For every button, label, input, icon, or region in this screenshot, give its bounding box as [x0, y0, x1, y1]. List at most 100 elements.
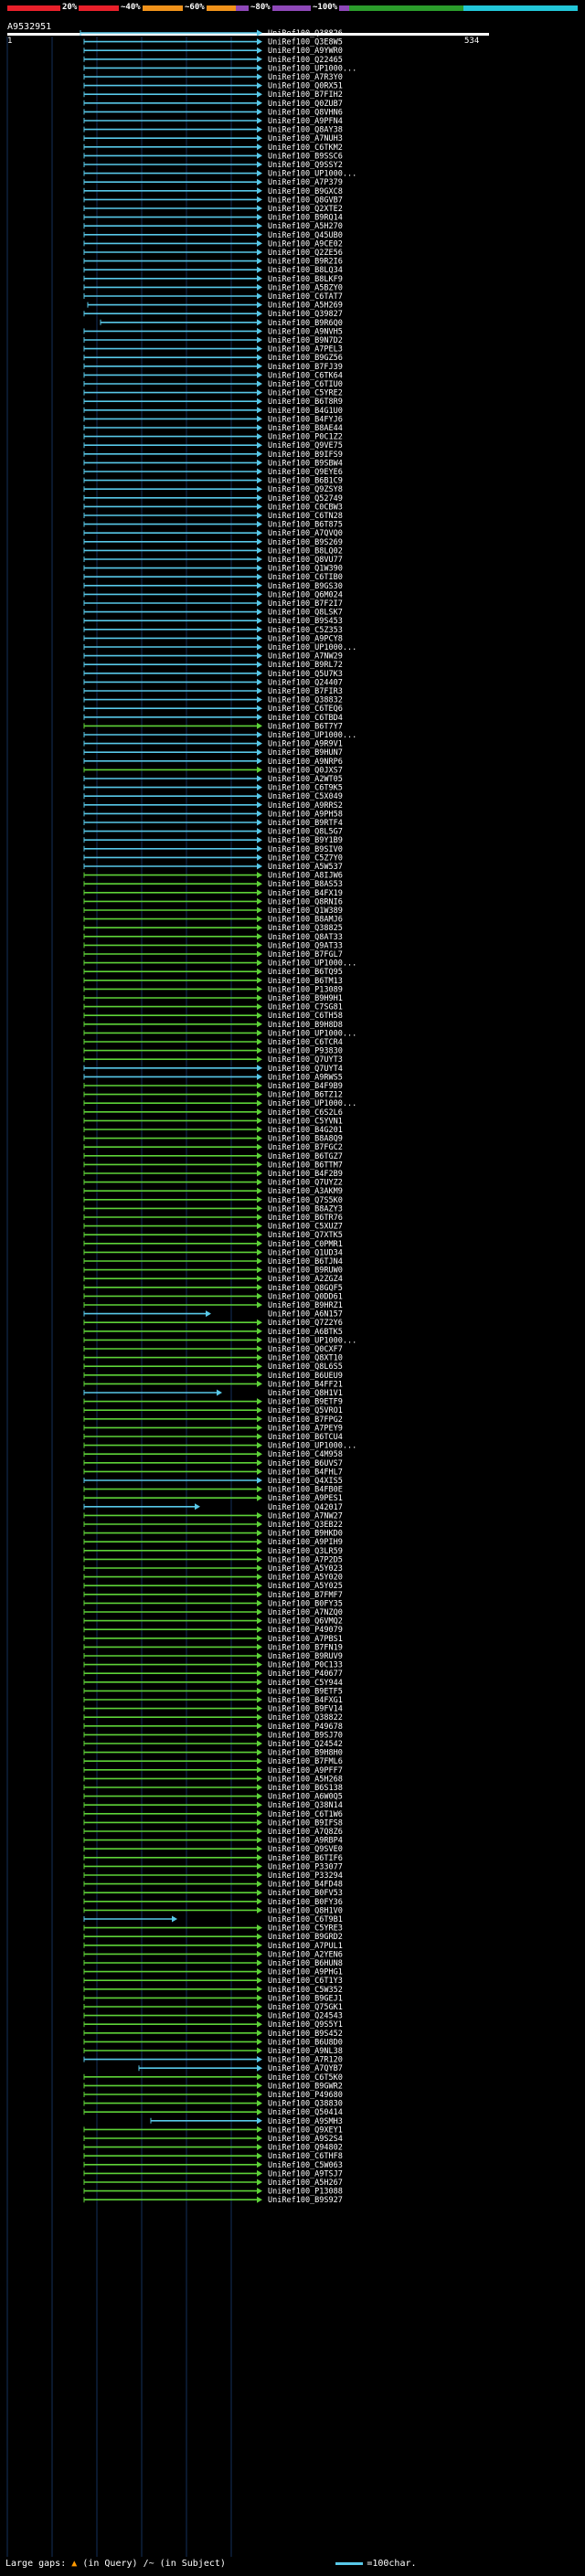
hit-label[interactable]: UniRef100_C5YRE3	[268, 1924, 343, 1934]
hit-label[interactable]: UniRef100_C0PMR1	[268, 1240, 343, 1249]
hit-label[interactable]: UniRef100_B4F9B9	[268, 1082, 343, 1091]
hit-label[interactable]: UniRef100_Q7Z2Y6	[268, 1319, 343, 1328]
hit-row[interactable]: UniRef100_A9RWS5	[83, 1073, 343, 1082]
hit-row[interactable]: UniRef100_Q9SVE0	[83, 1845, 343, 1854]
hit-label[interactable]: UniRef100_Q7UYT3	[268, 1055, 343, 1065]
hit-label[interactable]: UniRef100_C4M958	[268, 1450, 343, 1459]
hit-label[interactable]: UniRef100_P13089	[268, 985, 343, 994]
hit-label[interactable]: UniRef100_A5H268	[268, 1775, 343, 1784]
hit-label[interactable]: UniRef100_Q1UD34	[268, 1248, 343, 1257]
hit-label[interactable]: UniRef100_Q9SVE0	[268, 1845, 343, 1854]
hit-label[interactable]: UniRef100_Q9EYE6	[268, 468, 343, 477]
hit-row[interactable]: UniRef100_Q8L5G7	[83, 828, 343, 837]
hit-row[interactable]: UniRef100_B6UEU9	[83, 1372, 343, 1381]
hit-label[interactable]: UniRef100_B9S452	[268, 2030, 343, 2039]
hit-row[interactable]: UniRef100_C6TCR4	[83, 1038, 343, 1047]
hit-label[interactable]: UniRef100_C0CBW3	[268, 503, 343, 512]
hit-row[interactable]: UniRef100_Q38830	[83, 2100, 343, 2109]
hit-row[interactable]: UniRef100_Q1UD34	[83, 1248, 343, 1257]
hit-label[interactable]: UniRef100_B6U8D0	[268, 2038, 343, 2047]
hit-label[interactable]: UniRef100_Q9S5Y1	[268, 2020, 343, 2030]
hit-row[interactable]: UniRef100_Q45UB0	[83, 231, 343, 240]
hit-label[interactable]: UniRef100_UP1000...	[268, 1029, 356, 1038]
hit-row[interactable]: UniRef100_B6S138	[83, 1784, 343, 1793]
hit-label[interactable]: UniRef100_B4FYJ6	[268, 415, 343, 424]
hit-row[interactable]: UniRef100_Q1W389	[83, 906, 343, 916]
hit-row[interactable]: UniRef100_B4FXG1	[83, 1696, 343, 1705]
hit-row[interactable]: UniRef100_B9ETF9	[83, 1398, 343, 1407]
hit-row[interactable]: UniRef100_UP1000...	[83, 731, 356, 740]
hit-row[interactable]: UniRef100_B8AS53	[83, 880, 343, 889]
hit-row[interactable]: UniRef100_A2YEN6	[83, 1950, 343, 1959]
hit-label[interactable]: UniRef100_UP1000...	[268, 1099, 356, 1108]
hit-label[interactable]: UniRef100_B6S138	[268, 1784, 343, 1793]
hit-label[interactable]: UniRef100_B7FMF7	[268, 1591, 343, 1600]
hit-row[interactable]: UniRef100_C6T1Y3	[83, 1977, 343, 1986]
hit-label[interactable]: UniRef100_Q9VE75	[268, 441, 343, 451]
hit-row[interactable]: UniRef100_C5Y944	[83, 1679, 343, 1688]
hit-label[interactable]: UniRef100_B0FY36	[268, 1898, 343, 1907]
hit-label[interactable]: UniRef100_Q3E8W5	[268, 38, 343, 48]
hit-row[interactable]: UniRef100_A9PFF7	[83, 1766, 343, 1776]
hit-label[interactable]: UniRef100_B9Y1B9	[268, 836, 343, 845]
hit-label[interactable]: UniRef100_A7QVQ0	[268, 529, 343, 538]
hit-label[interactable]: UniRef100_C5YRE2	[268, 389, 343, 398]
hit-row[interactable]: UniRef100_B6TM13	[83, 977, 343, 986]
hit-row[interactable]: UniRef100_Q7UYT3	[83, 1055, 343, 1065]
hit-label[interactable]: UniRef100_B4G201	[268, 1126, 343, 1135]
hit-label[interactable]: UniRef100_A9CE02	[268, 239, 343, 249]
hit-row[interactable]: UniRef100_Q9ZSY8	[83, 485, 343, 494]
hit-label[interactable]: UniRef100_Q8LSK7	[268, 609, 343, 618]
hit-row[interactable]: UniRef100_Q6VMQ2	[83, 1617, 343, 1627]
hit-row[interactable]: UniRef100_Q8H1V1	[83, 1389, 343, 1398]
hit-row[interactable]: UniRef100_P33077	[83, 1862, 343, 1871]
hit-label[interactable]: UniRef100_C6T9K5	[268, 784, 343, 793]
hit-row[interactable]: UniRef100_B6U8D0	[83, 2038, 343, 2047]
hit-row[interactable]: UniRef100_Q8VU77	[83, 556, 343, 565]
hit-row[interactable]: UniRef100_Q7S5K0	[83, 1196, 343, 1205]
hit-label[interactable]: UniRef100_P49680	[268, 2091, 343, 2100]
hit-row[interactable]: UniRef100_A7PEL3	[83, 345, 343, 355]
hit-row[interactable]: UniRef100_C6T9B1	[83, 1915, 343, 1924]
hit-row[interactable]: UniRef100_B9S452	[83, 2030, 343, 2039]
hit-label[interactable]: UniRef100_C6T9B1	[268, 1915, 343, 1924]
hit-label[interactable]: UniRef100_A7Q8Z6	[268, 1828, 343, 1837]
hit-label[interactable]: UniRef100_B9S453	[268, 617, 343, 626]
hit-row[interactable]: UniRef100_A6N157	[83, 1310, 343, 1320]
hit-label[interactable]: UniRef100_Q5U7K3	[268, 670, 343, 679]
hit-label[interactable]: UniRef100_A9RBP4	[268, 1837, 343, 1846]
hit-row[interactable]: UniRef100_UP1000...	[83, 1099, 356, 1108]
hit-row[interactable]: UniRef100_C6THF8	[83, 2152, 343, 2161]
hit-label[interactable]: UniRef100_Q4XIS5	[268, 1477, 343, 1486]
hit-label[interactable]: UniRef100_C6TEQ6	[268, 705, 343, 714]
hit-label[interactable]: UniRef100_Q0RX51	[268, 82, 343, 91]
hit-row[interactable]: UniRef100_P33294	[83, 1871, 343, 1881]
hit-row[interactable]: UniRef100_A2ZGZ4	[83, 1275, 343, 1284]
hit-label[interactable]: UniRef100_UP1000...	[268, 64, 356, 73]
hit-row[interactable]: UniRef100_Q38826	[80, 29, 343, 38]
hit-row[interactable]: UniRef100_B7FGC2	[83, 1143, 343, 1152]
hit-row[interactable]: UniRef100_Q5VRO1	[83, 1406, 343, 1415]
hit-label[interactable]: UniRef100_Q0DD61	[268, 1292, 343, 1301]
hit-label[interactable]: UniRef100_C6THF8	[268, 2152, 343, 2161]
hit-row[interactable]: UniRef100_A9PHG1	[83, 1968, 343, 1977]
hit-row[interactable]: UniRef100_B9H8D8	[83, 1021, 343, 1030]
hit-label[interactable]: UniRef100_A7PUL1	[268, 1942, 343, 1951]
hit-label[interactable]: UniRef100_A9NVH5	[268, 327, 343, 336]
hit-row[interactable]: UniRef100_A7PBS1	[83, 1635, 343, 1644]
hit-row[interactable]: UniRef100_B9HKD0	[83, 1530, 343, 1539]
hit-label[interactable]: UniRef100_B7FML6	[268, 1757, 343, 1766]
hit-label[interactable]: UniRef100_B6TGZ7	[268, 1152, 343, 1161]
hit-label[interactable]: UniRef100_B6TQ95	[268, 968, 343, 977]
hit-label[interactable]: UniRef100_Q9XEY1	[268, 2125, 343, 2135]
hit-row[interactable]: UniRef100_B9RUW0	[83, 1267, 343, 1276]
hit-label[interactable]: UniRef100_Q38832	[268, 696, 343, 705]
hit-label[interactable]: UniRef100_Q94802	[268, 2144, 343, 2153]
hit-row[interactable]: UniRef100_Q7XTK5	[83, 1231, 343, 1240]
hit-label[interactable]: UniRef100_B4FHL7	[268, 1468, 343, 1477]
hit-row[interactable]: UniRef100_B9GS30	[83, 582, 343, 591]
hit-label[interactable]: UniRef100_Q7XTK5	[268, 1231, 343, 1240]
hit-label[interactable]: UniRef100_B9N7D2	[268, 336, 343, 345]
hit-label[interactable]: UniRef100_C6T1Y3	[268, 1977, 343, 1986]
hit-row[interactable]: UniRef100_Q2XTE2	[83, 205, 343, 214]
